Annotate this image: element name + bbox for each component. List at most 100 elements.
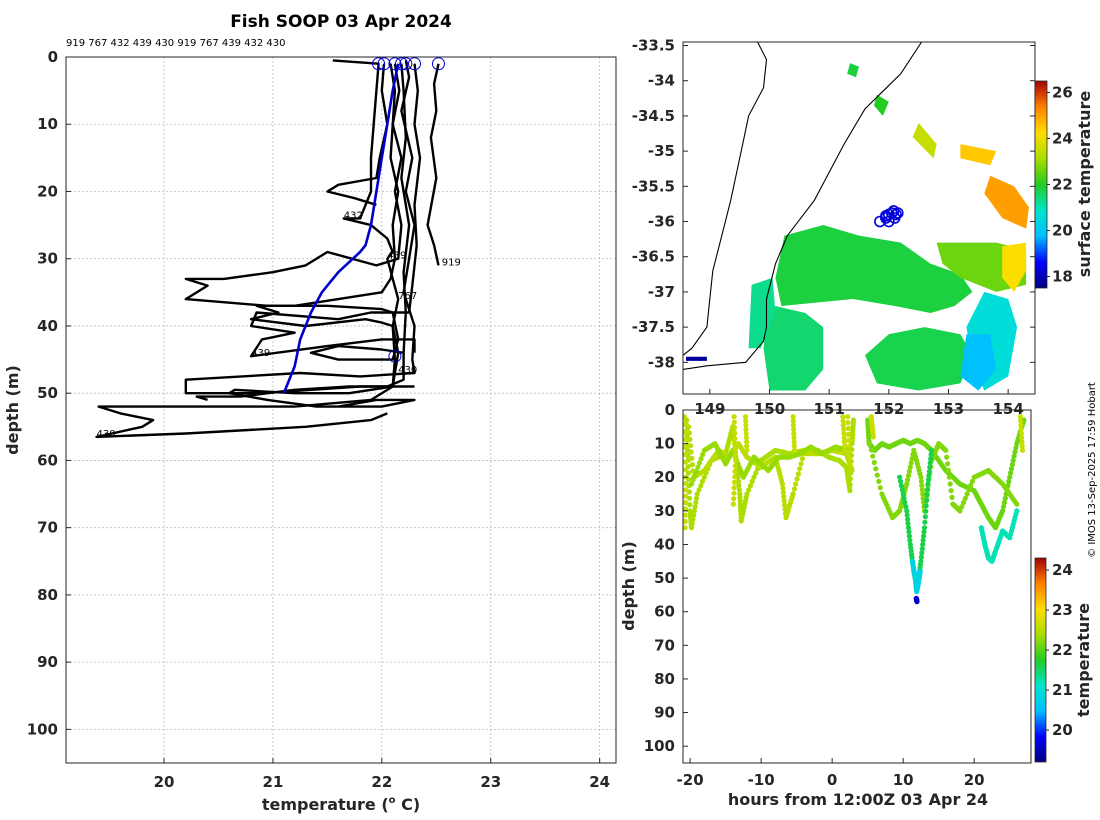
- time-depth-point: [842, 443, 848, 449]
- time-depth-point: [1009, 462, 1016, 468]
- time-depth-point: [693, 468, 699, 474]
- profile-y-tick-label: 90: [37, 653, 58, 671]
- time-depth-point: [686, 430, 692, 436]
- time-depth-point: [683, 459, 689, 465]
- time-depth-point: [732, 468, 738, 474]
- profile-y-tick-label: 10: [37, 115, 58, 133]
- time-depth-point: [1011, 453, 1017, 459]
- time-depth-point: [925, 486, 931, 492]
- time-depth-point: [731, 485, 737, 491]
- sst-region: [960, 334, 997, 391]
- time-depth-point: [1001, 499, 1008, 506]
- time-depth-point: [733, 457, 739, 463]
- time-depth-point: [749, 478, 755, 484]
- time-depth-point: [926, 473, 932, 479]
- time-depth-point: [847, 476, 854, 482]
- time-depth-point: [742, 414, 749, 420]
- time-depth-point: [914, 599, 920, 605]
- time-depth-point: [920, 537, 926, 543]
- profile-series-line: [282, 63, 400, 394]
- time-depth-point: [689, 462, 696, 468]
- time-depth-point: [841, 426, 847, 432]
- profile-y-tick-label: 100: [27, 720, 58, 738]
- profile-series-line: [326, 63, 389, 207]
- sst-region: [984, 175, 1029, 229]
- time-depth-point: [928, 456, 934, 462]
- time-depth-point: [902, 499, 908, 506]
- time-depth-point: [732, 446, 738, 453]
- time-depth-point: [683, 518, 688, 524]
- time-depth-point: [1006, 478, 1012, 484]
- profile-y-tick-label: 20: [37, 182, 58, 200]
- time-depth-point: [686, 424, 692, 430]
- time-depth-point: [700, 451, 706, 458]
- time-depth-y-tick-label: 10: [654, 435, 675, 453]
- time-depth-points: [683, 414, 1027, 605]
- time-depth-point: [945, 467, 952, 474]
- time-depth-point: [948, 488, 954, 494]
- time-depth-point: [919, 487, 925, 493]
- time-depth-point: [921, 529, 927, 535]
- time-depth-point: [746, 487, 752, 493]
- time-depth-point: [791, 426, 797, 432]
- shelf-contour: [683, 42, 923, 370]
- profile-start-marker: [399, 57, 413, 71]
- time-depth-y-tick-label: 30: [654, 502, 675, 520]
- time-depth-point: [683, 436, 688, 442]
- map-colorbar-ticks: 18 20 22 24 26: [1047, 84, 1073, 286]
- profile-id-label: 919: [442, 257, 461, 268]
- time-depth-point: [918, 474, 924, 480]
- time-depth-point: [841, 430, 847, 437]
- time-depth-point: [781, 498, 787, 504]
- time-depth-point: [731, 490, 737, 496]
- time-depth-point: [922, 514, 929, 520]
- profile-y-tick-label: 50: [37, 384, 58, 402]
- time-depth-point: [699, 478, 706, 484]
- time-depth-point: [744, 439, 750, 445]
- map-x-tick-label: 150: [754, 400, 785, 418]
- time-depth-point: [1018, 426, 1024, 432]
- vessel-track-point: [883, 215, 895, 228]
- vessel-track-point: [891, 207, 904, 219]
- time-depth-y-tick-label: 70: [654, 636, 675, 654]
- time-depth-point: [842, 447, 848, 453]
- time-depth-point: [919, 483, 925, 489]
- time-depth-point: [688, 481, 695, 487]
- time-depth-point: [781, 494, 787, 500]
- time-depth-point: [1019, 435, 1025, 441]
- time-depth-point: [1002, 495, 1008, 501]
- time-depth-point: [743, 435, 750, 441]
- time-depth-point: [964, 491, 970, 497]
- time-depth-point: [928, 451, 934, 458]
- time-depth-y-tick-label: 20: [654, 468, 675, 486]
- profile-series-line: [426, 63, 440, 266]
- time-depth-colorbar-label: temperature: [1074, 603, 1093, 717]
- map-colorbar: [1034, 80, 1048, 289]
- map-y-tick-label: -37.5: [632, 318, 675, 336]
- time-depth-point: [945, 461, 951, 467]
- profile-x-tick-label: 24: [589, 773, 610, 791]
- time-depth-point: [1013, 445, 1019, 451]
- time-depth-point: [798, 461, 804, 467]
- time-depth-point: [903, 504, 909, 510]
- profile-series-group: [95, 59, 440, 439]
- map-x-ticks: 149 150 151 152 153 154: [694, 389, 1024, 418]
- profile-id-label: 430: [398, 365, 417, 376]
- time-depth-point: [906, 468, 913, 474]
- time-depth-point: [689, 455, 695, 461]
- time-depth-point: [840, 422, 846, 428]
- time-depth-x-tick-label: -10: [748, 771, 775, 789]
- time-depth-point: [846, 443, 852, 449]
- map-colorbar-label: surface temperature: [1075, 91, 1094, 278]
- profile-x-tick-label: 22: [371, 773, 392, 791]
- time-depth-point: [924, 497, 930, 503]
- time-depth-point: [1018, 418, 1024, 424]
- time-depth-point: [847, 455, 853, 461]
- profile-x-label: temperature (o C): [262, 795, 420, 814]
- time-depth-point: [732, 430, 738, 436]
- map-colorbar-tick-label: 18: [1052, 268, 1073, 286]
- sst-region: [912, 123, 937, 159]
- time-depth-point: [687, 443, 694, 449]
- time-depth-point: [790, 491, 796, 497]
- time-depth-point: [698, 456, 704, 462]
